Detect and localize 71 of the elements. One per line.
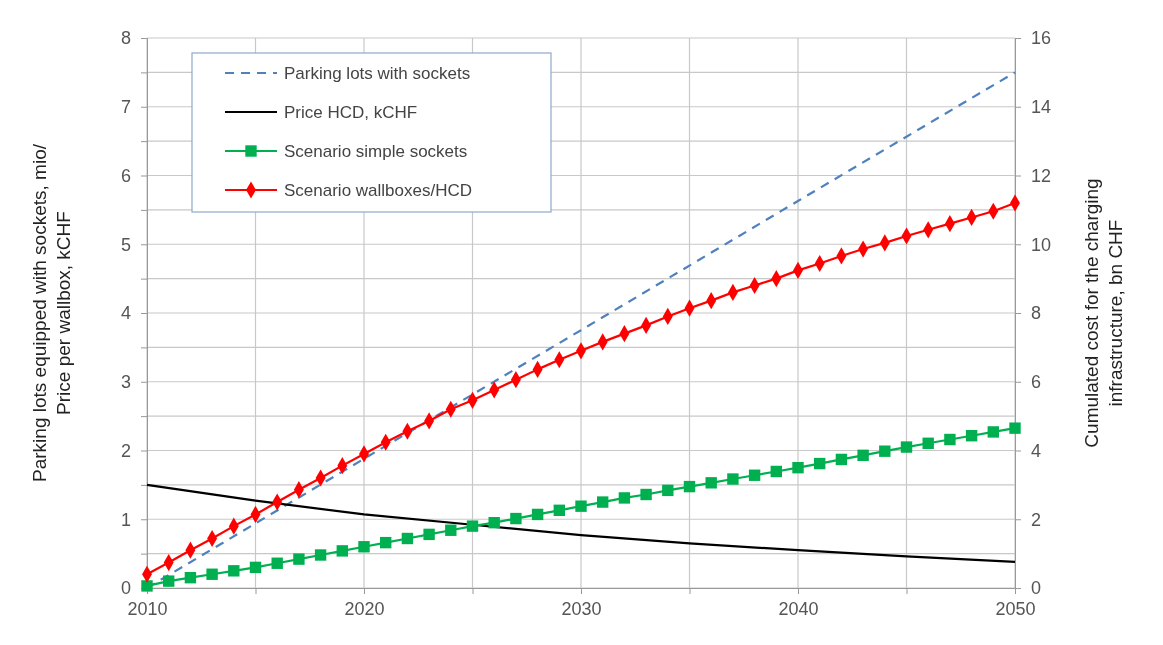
point [857, 449, 869, 462]
legend-label: Parking lots with sockets [284, 64, 471, 83]
point [965, 430, 978, 442]
x-tick-label: 2030 [561, 598, 602, 619]
point [510, 512, 522, 525]
point [163, 575, 175, 587]
point [900, 441, 913, 453]
point [770, 465, 782, 478]
y2-tick-label: 14 [1031, 97, 1052, 118]
y-tick-label: 6 [120, 165, 131, 186]
legend-label: Price HCD, kCHF [284, 103, 418, 122]
point [792, 461, 804, 474]
point [944, 433, 956, 446]
y2-axis-title: Cumulated cost for the charging infrastructure, bn CHF [1081, 178, 1126, 448]
point [727, 473, 739, 485]
y-tick-label: 7 [120, 97, 131, 118]
point [597, 496, 609, 508]
point [314, 549, 327, 561]
point [879, 445, 891, 457]
x-tick-label: 2050 [995, 598, 1036, 619]
y2-tick-label: 8 [1031, 303, 1042, 324]
y2-tick-label: 0 [1031, 578, 1042, 599]
point [249, 561, 262, 574]
point [184, 571, 197, 584]
x-tick-label: 2010 [127, 598, 168, 619]
x-tick-label: 2020 [344, 598, 385, 619]
point [683, 480, 696, 493]
line-series [145, 483, 1017, 563]
point [271, 557, 283, 569]
point [445, 524, 457, 536]
point [705, 477, 717, 489]
point [618, 492, 631, 504]
y2-tick-label: 6 [1031, 372, 1042, 393]
point [423, 528, 435, 541]
point [814, 457, 826, 470]
y2-tick-label: 12 [1031, 165, 1052, 186]
legend-label: Scenario wallboxes/HCD [284, 181, 473, 200]
point [141, 580, 153, 592]
point [228, 565, 240, 577]
y2-tick-label: 4 [1031, 440, 1042, 461]
y-tick-label: 3 [120, 372, 131, 393]
point [575, 500, 587, 512]
point [401, 532, 414, 545]
point [466, 520, 479, 532]
point [293, 553, 305, 565]
point [488, 516, 500, 529]
y-axis-title: Parking lots equipped with sockets, mio/ Price per wallbox, kCHF [29, 143, 74, 482]
point [748, 469, 761, 481]
y-tick-label: 0 [120, 578, 131, 599]
point [206, 568, 218, 580]
y-tick-label: 4 [120, 303, 131, 324]
point [662, 484, 674, 497]
point [531, 508, 544, 521]
x-tick-label: 2040 [778, 598, 819, 619]
point [553, 504, 565, 517]
point [336, 545, 348, 557]
legend-label: Scenario simple sockets [284, 142, 468, 161]
point [835, 453, 848, 466]
point [358, 541, 370, 553]
point [380, 536, 392, 549]
y-tick-label: 2 [120, 440, 131, 461]
y-tick-label: 8 [120, 28, 131, 49]
y-tick-label: 1 [120, 509, 131, 530]
y2-tick-label: 2 [1031, 509, 1042, 530]
point [987, 426, 999, 438]
point [1009, 422, 1021, 434]
y-tick-label: 5 [120, 234, 131, 255]
y2-tick-label: 10 [1031, 234, 1052, 255]
point [640, 488, 652, 501]
point [922, 437, 934, 449]
y2-tick-label: 16 [1031, 28, 1052, 49]
